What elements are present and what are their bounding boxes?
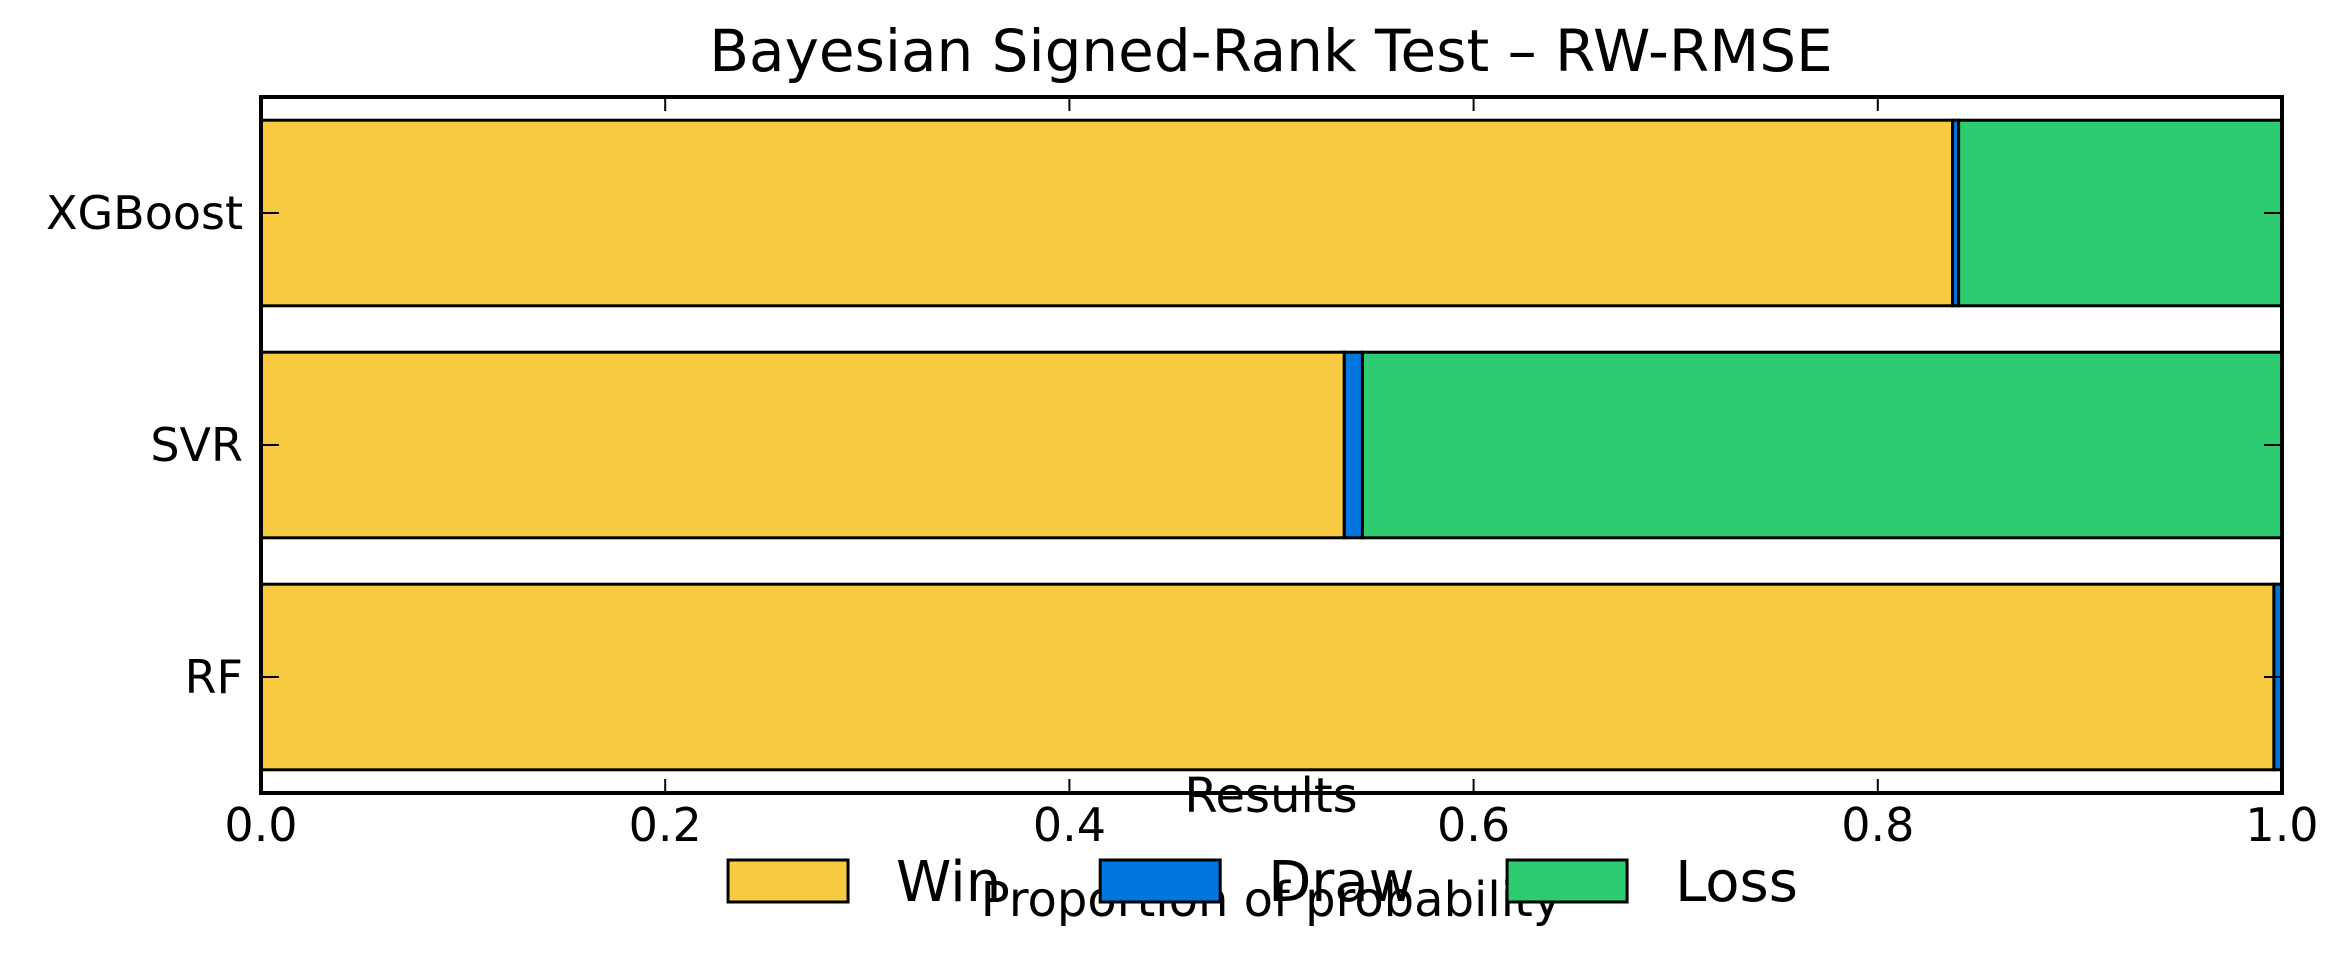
x-tick-label: 0.2 (629, 798, 702, 852)
x-tick-label: 0.0 (224, 798, 297, 852)
x-axis: 0.0 0.2 0.4 0.6 0.8 1.0 (224, 97, 2319, 852)
legend-label-win: Win (896, 850, 1001, 915)
y-tick-label-xgboost: XGBoost (46, 186, 243, 240)
bar-svr-win (259, 350, 1346, 540)
x-tick-label: 1.0 (2245, 798, 2318, 852)
chart-title: Bayesian Signed-Rank Test – RW-RMSE (709, 17, 1832, 85)
legend-swatch-win (726, 858, 850, 904)
legend-label-draw: Draw (1268, 850, 1414, 915)
y-axis: XGBoost SVR RF (46, 186, 2282, 704)
x-tick-label: 0.8 (1841, 798, 1914, 852)
bar-svr-draw (1342, 350, 1364, 540)
bar-xgboost-loss (1957, 118, 2284, 308)
x-tick-label: 0.6 (1437, 798, 1510, 852)
legend-swatch-loss (1505, 858, 1629, 904)
y-tick-label-svr: SVR (150, 418, 243, 472)
legend-swatch-draw (1098, 858, 1222, 904)
bar-xgboost-win (259, 118, 1955, 308)
bars-group (259, 118, 2284, 772)
legend-title: Results (1184, 768, 1357, 824)
x-axis-label: Proportion of probability (981, 872, 1562, 928)
bar-rf-win (259, 582, 2276, 772)
bar-svr-loss (1360, 350, 2284, 540)
legend-label-loss: Loss (1675, 850, 1798, 915)
x-tick-label: 0.4 (1033, 798, 1106, 852)
y-tick-label-rf: RF (185, 650, 243, 704)
legend: Results Win Draw Loss (726, 768, 1798, 915)
